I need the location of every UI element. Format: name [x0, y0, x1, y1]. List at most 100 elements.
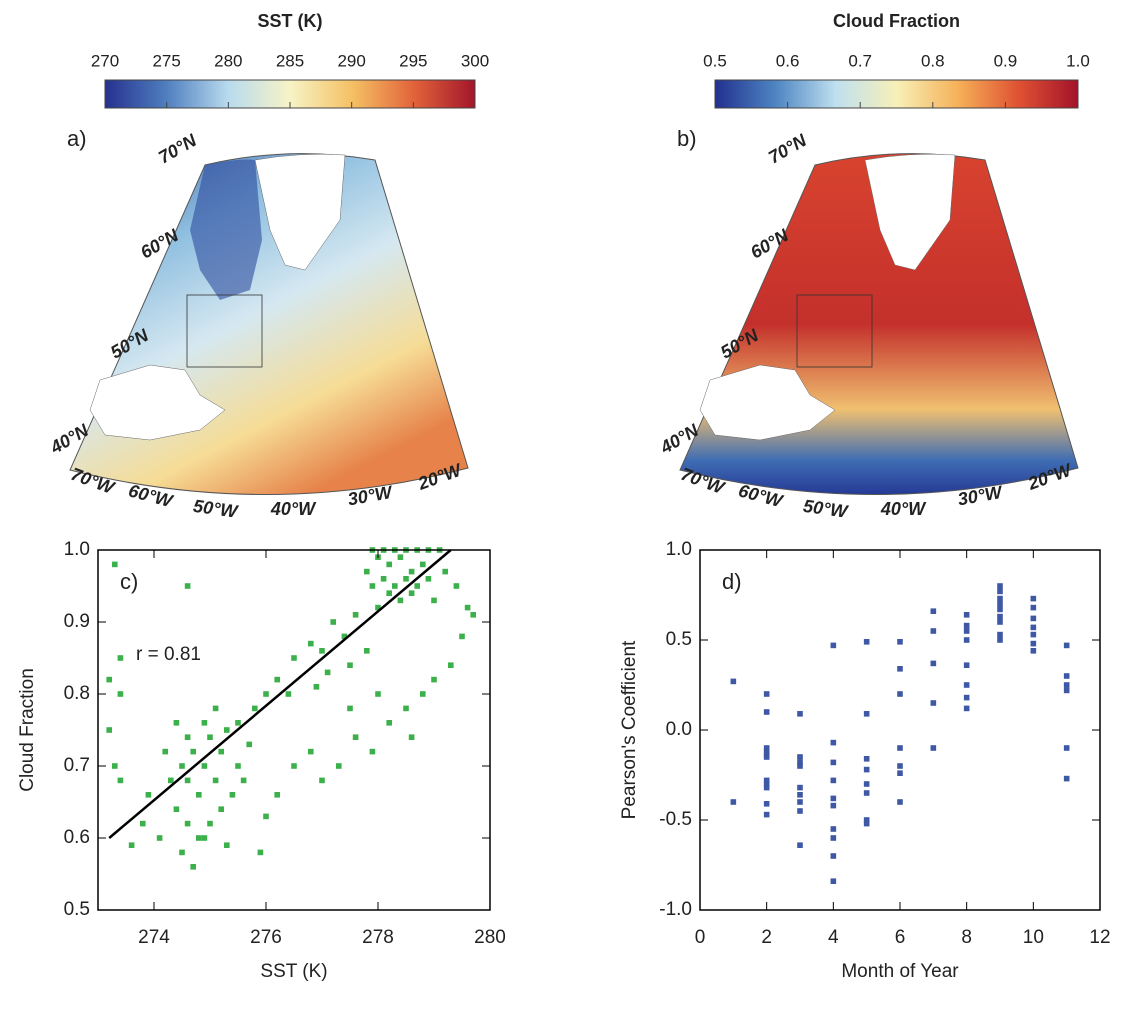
- colorbar-tick-label: 270: [91, 51, 119, 70]
- point: [403, 705, 409, 712]
- point: [470, 612, 476, 618]
- point: [797, 808, 803, 814]
- point: [763, 801, 770, 807]
- point: [897, 639, 903, 645]
- point: [830, 642, 837, 649]
- x-tick-label: 6: [895, 927, 906, 948]
- point: [201, 763, 208, 769]
- point: [201, 835, 208, 841]
- point: [797, 842, 803, 848]
- point: [106, 676, 112, 683]
- point: [408, 734, 415, 740]
- colorbar-tick-label: 280: [214, 51, 242, 70]
- point: [1030, 631, 1037, 638]
- point: [375, 691, 381, 697]
- point: [364, 648, 370, 654]
- point: [763, 781, 770, 787]
- point: [930, 608, 937, 614]
- point: [930, 700, 937, 706]
- point: [263, 691, 269, 697]
- colorbar: [714, 79, 1079, 109]
- point: [106, 727, 112, 733]
- point: [997, 637, 1003, 643]
- point: [1063, 682, 1070, 688]
- point: [830, 835, 837, 841]
- point: [897, 763, 903, 769]
- point: [997, 595, 1003, 602]
- point: [229, 792, 236, 798]
- point: [1063, 642, 1070, 649]
- point: [1030, 648, 1037, 654]
- point: [797, 754, 803, 760]
- plot-area: [106, 547, 476, 870]
- point: [963, 612, 970, 618]
- point: [431, 676, 437, 683]
- point: [168, 777, 174, 784]
- colorbar-title: SST (K): [258, 11, 323, 31]
- point: [448, 662, 454, 668]
- point: [224, 842, 230, 848]
- point: [797, 784, 803, 791]
- point: [797, 711, 803, 717]
- point: [112, 561, 118, 568]
- point: [453, 583, 460, 589]
- point: [997, 619, 1003, 625]
- point: [291, 655, 297, 661]
- colorbar-tick-label: 0.9: [994, 51, 1018, 70]
- colorbar-tick-label: 1.0: [1066, 51, 1090, 70]
- point: [173, 720, 180, 726]
- plot-frame: [97, 549, 491, 911]
- point: [308, 640, 314, 647]
- point: [392, 583, 398, 589]
- point: [830, 739, 837, 746]
- point: [140, 820, 146, 827]
- point: [184, 583, 191, 589]
- point: [1030, 604, 1037, 611]
- point: [863, 781, 870, 787]
- point: [184, 734, 191, 740]
- colorbar-tick-label: 300: [461, 51, 489, 70]
- panel-label: a): [67, 126, 87, 151]
- point: [730, 678, 737, 685]
- point: [997, 631, 1003, 638]
- panel-label: b): [677, 126, 697, 151]
- point: [431, 597, 437, 604]
- point: [207, 820, 213, 827]
- point: [897, 799, 903, 805]
- point: [285, 691, 292, 697]
- point: [863, 820, 870, 827]
- lat-label: 70°N: [765, 130, 811, 168]
- y-axis-title: Cloud Fraction: [17, 668, 38, 792]
- point: [352, 734, 359, 740]
- point: [179, 763, 185, 769]
- point: [997, 601, 1003, 607]
- y-tick-label: -1.0: [659, 899, 692, 920]
- point: [364, 568, 370, 575]
- point: [246, 741, 252, 748]
- y-tick-label: 0.6: [64, 827, 90, 848]
- point: [274, 676, 280, 683]
- point: [730, 799, 737, 805]
- point: [963, 662, 970, 668]
- colorbar-tick-label: 275: [152, 51, 180, 70]
- y-axis-title: Pearson's Coefficient: [619, 640, 640, 819]
- point: [352, 612, 359, 618]
- point: [963, 705, 970, 712]
- point: [112, 763, 118, 769]
- point: [414, 583, 420, 589]
- point: [319, 777, 325, 784]
- colorbar-tick-label: 0.7: [848, 51, 872, 70]
- point: [442, 568, 448, 575]
- point: [1063, 673, 1070, 679]
- point: [117, 691, 124, 697]
- point: [830, 853, 837, 859]
- y-tick-label: 1.0: [64, 539, 90, 560]
- point: [190, 748, 196, 755]
- lon-label: 40°W: [880, 499, 927, 519]
- colorbar-tick-label: 285: [276, 51, 304, 70]
- point: [930, 660, 937, 667]
- point: [212, 777, 219, 784]
- map-a-shape: [69, 153, 469, 495]
- point: [1030, 595, 1037, 602]
